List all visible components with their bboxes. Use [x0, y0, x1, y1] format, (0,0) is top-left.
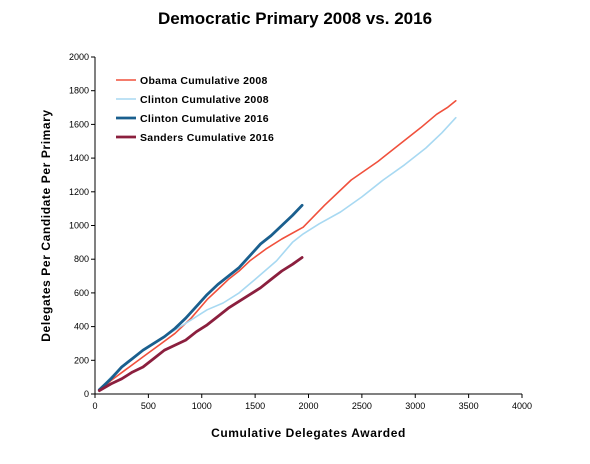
y-tick-label: 1800: [69, 86, 89, 96]
x-axis-title: Cumulative Delegates Awarded: [211, 426, 406, 440]
x-tick-label: 1000: [192, 401, 212, 411]
x-tick-label: 2500: [352, 401, 372, 411]
series-line-1: [98, 100, 457, 392]
y-tick-label: 1200: [69, 187, 89, 197]
x-tick-label: 2000: [298, 401, 318, 411]
axes: [94, 57, 522, 395]
legend: Obama Cumulative 2008 Clinton Cumulative …: [116, 75, 274, 144]
legend-label-2: Clinton Cumulative 2008: [140, 94, 269, 106]
y-tick-label: 2000: [69, 52, 89, 62]
x-tick-label: 3000: [405, 401, 425, 411]
y-tick-label: 1000: [69, 221, 89, 231]
y-tick-label: 200: [74, 355, 89, 365]
y-axis-title: Delegates Per Candidate Per Primary: [39, 109, 53, 341]
legend-label-1: Obama Cumulative 2008: [140, 75, 268, 87]
series-line-3: [97, 203, 304, 392]
y-tick-label: 1600: [69, 119, 89, 129]
chart-title: Democratic Primary 2008 vs. 2016: [157, 9, 433, 28]
y-tick-label: 800: [74, 254, 89, 264]
series-lines: [97, 100, 457, 393]
x-tick-label: 4000: [512, 401, 532, 411]
y-tick-label: 0: [84, 389, 89, 399]
x-tick-label: 3500: [459, 401, 479, 411]
legend-label-4: Sanders Cumulative 2016: [140, 132, 274, 144]
series-line-4: [97, 256, 304, 393]
y-tick-label: 1400: [69, 153, 89, 163]
y-tick-label: 400: [74, 322, 89, 332]
tick-labels: 0 200 400 600 800 1000 1200 1400 1600 1800 2000 0 50…: [69, 52, 532, 411]
x-tick-label: 1500: [245, 401, 265, 411]
legend-label-3: Clinton Cumulative 2016: [140, 113, 269, 125]
y-tick-label: 600: [74, 288, 89, 298]
x-tick-label: 0: [92, 401, 97, 411]
x-tick-label: 500: [141, 401, 156, 411]
